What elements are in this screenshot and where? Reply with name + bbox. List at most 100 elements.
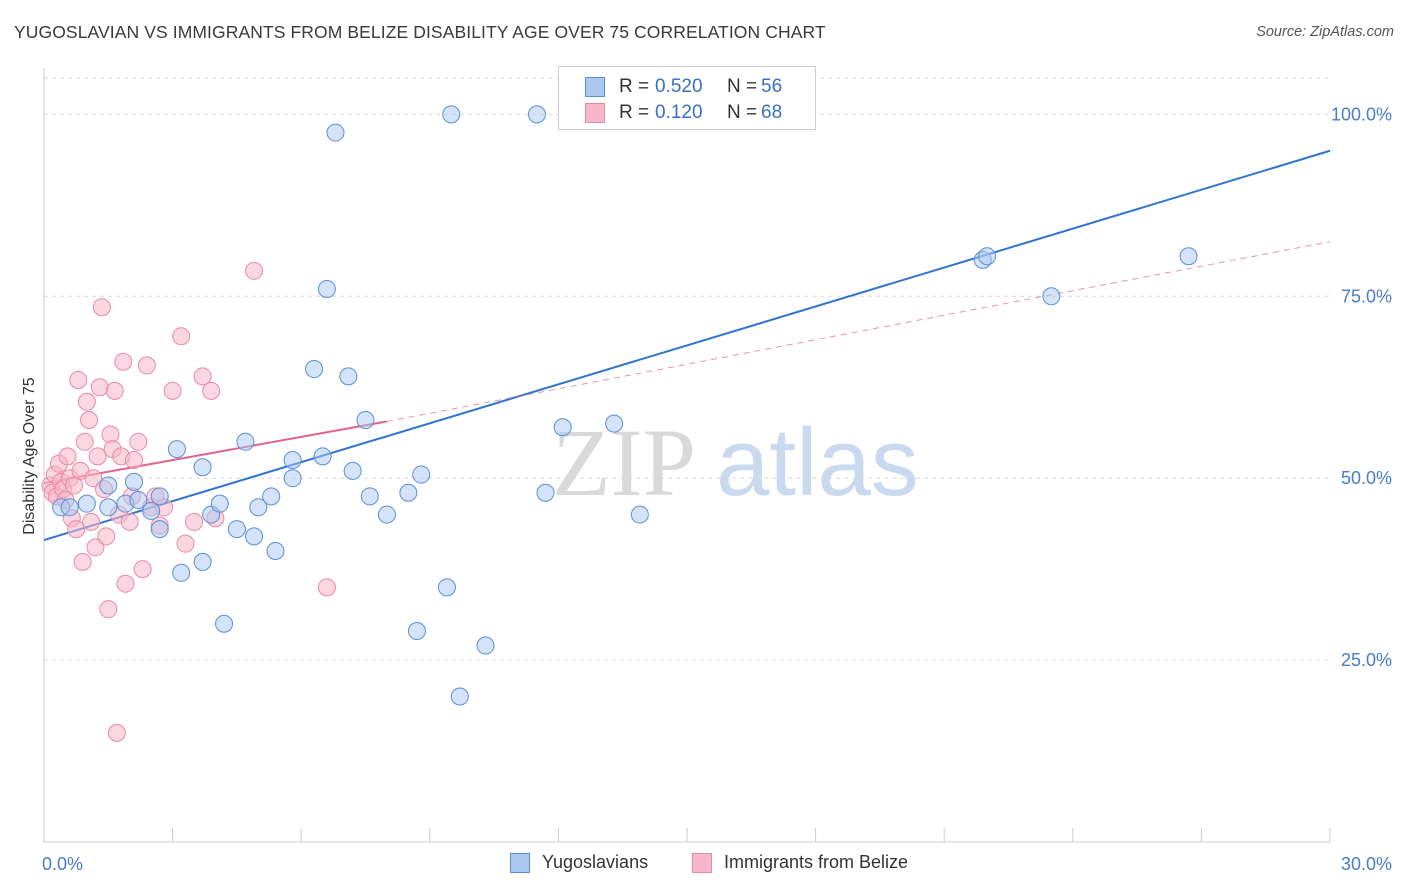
data-point-yugoslavian xyxy=(553,418,572,437)
series-name: Immigrants from Belize xyxy=(724,852,909,872)
axes xyxy=(43,68,1331,843)
data-point-belize xyxy=(176,534,195,553)
data-point-belize xyxy=(163,381,182,400)
data-point-belize xyxy=(73,552,92,571)
data-point-belize xyxy=(185,512,204,531)
series-legend-yugoslavian[interactable]: Yugoslavians xyxy=(510,852,648,873)
series-yugoslavian-points xyxy=(52,105,1198,706)
trend-lines xyxy=(43,149,1331,541)
tick-labels: 25.0% 50.0% 75.0% 100.0% 0.0% 30.0% xyxy=(42,104,1392,874)
data-point-yugoslavian xyxy=(249,498,268,517)
legend-r-label: R = xyxy=(619,76,650,97)
data-point-yugoslavian xyxy=(129,491,148,510)
data-point-yugoslavian xyxy=(125,472,144,491)
data-point-yugoslavian xyxy=(326,123,345,142)
data-point-belize xyxy=(193,367,212,386)
x-tick-label: 30.0% xyxy=(1341,854,1392,874)
legend-r-value: 0.520 xyxy=(655,76,703,97)
data-point-yugoslavian xyxy=(313,447,332,466)
data-point-belize xyxy=(99,600,118,619)
data-point-yugoslavian xyxy=(1042,287,1061,306)
watermark: ZIP atlas xyxy=(552,409,919,516)
data-point-yugoslavian xyxy=(356,410,375,429)
y-tick-label: 50.0% xyxy=(1341,468,1392,488)
series-name: Yugoslavians xyxy=(542,852,649,872)
legend-swatch-pink xyxy=(585,103,605,123)
trend-line-yugoslavian xyxy=(43,149,1331,541)
data-point-yugoslavian xyxy=(60,498,79,517)
legend-row-belize: R = 0.120 N = 68 xyxy=(585,101,782,125)
data-point-yugoslavian xyxy=(210,494,229,513)
data-point-yugoslavian xyxy=(343,461,362,480)
grid-lines xyxy=(44,77,1330,661)
data-point-belize xyxy=(86,538,105,557)
data-point-belize xyxy=(97,527,116,546)
series-swatch-blue xyxy=(510,852,530,873)
legend-n-label: N = xyxy=(727,102,758,123)
data-point-belize xyxy=(114,352,133,371)
y-tick-label: 75.0% xyxy=(1341,286,1392,306)
data-point-belize xyxy=(120,512,139,531)
data-point-yugoslavian xyxy=(978,247,997,266)
legend-n-label: N = xyxy=(727,76,758,97)
x-tick-label: 0.0% xyxy=(42,854,83,874)
data-point-yugoslavian xyxy=(536,483,555,502)
data-point-yugoslavian xyxy=(227,520,246,539)
trend-extension-belize xyxy=(386,241,1331,422)
data-point-yugoslavian xyxy=(412,465,431,484)
data-point-belize xyxy=(202,381,221,400)
data-point-yugoslavian xyxy=(193,458,212,477)
data-point-belize xyxy=(82,512,101,531)
legend-n-value: 56 xyxy=(761,76,783,97)
watermark-atlas: atlas xyxy=(716,409,919,516)
data-point-yugoslavian xyxy=(399,483,418,502)
data-point-yugoslavian xyxy=(527,105,546,124)
data-point-belize xyxy=(125,451,144,469)
data-point-yugoslavian xyxy=(99,498,118,517)
data-point-yugoslavian xyxy=(150,520,169,539)
data-point-belize xyxy=(90,378,109,397)
data-point-yugoslavian xyxy=(605,414,624,433)
chart-title: YUGOSLAVIAN VS IMMIGRANTS FROM BELIZE DI… xyxy=(14,22,826,42)
y-tick-label: 100.0% xyxy=(1331,104,1392,124)
data-point-yugoslavian xyxy=(150,487,169,506)
data-point-belize xyxy=(58,447,77,466)
data-point-yugoslavian xyxy=(476,636,495,655)
data-point-belize xyxy=(69,370,88,389)
data-point-yugoslavian xyxy=(266,541,285,560)
data-point-belize xyxy=(245,261,264,280)
data-point-belize xyxy=(80,410,99,429)
legend-n-value: 68 xyxy=(761,102,783,123)
series-legend-belize[interactable]: Immigrants from Belize xyxy=(692,852,908,873)
data-point-yugoslavian xyxy=(283,451,302,469)
data-point-belize xyxy=(137,356,156,375)
data-point-yugoslavian xyxy=(1179,247,1198,266)
data-point-yugoslavian xyxy=(450,687,469,706)
data-point-belize xyxy=(92,298,111,317)
data-point-belize xyxy=(107,723,126,742)
data-point-yugoslavian xyxy=(215,614,234,633)
data-point-belize xyxy=(84,469,103,488)
data-point-yugoslavian xyxy=(99,476,118,495)
data-point-yugoslavian xyxy=(339,367,358,386)
data-point-yugoslavian xyxy=(377,505,396,524)
watermark-zip: ZIP xyxy=(552,409,696,516)
data-point-belize xyxy=(67,520,86,539)
data-point-yugoslavian xyxy=(167,440,186,459)
data-point-belize xyxy=(77,392,96,411)
trend-line-belize xyxy=(43,420,388,485)
data-point-yugoslavian xyxy=(142,501,161,520)
data-point-yugoslavian xyxy=(245,527,264,546)
data-point-belize xyxy=(88,447,107,466)
data-point-yugoslavian xyxy=(442,105,461,124)
data-point-yugoslavian xyxy=(305,360,324,379)
data-point-yugoslavian xyxy=(193,552,212,571)
data-point-yugoslavian xyxy=(77,494,96,513)
data-point-belize xyxy=(172,327,191,346)
data-point-yugoslavian xyxy=(283,469,302,488)
data-point-yugoslavian xyxy=(317,280,336,299)
legend-row-yugoslavian: R = 0.520 N = 56 xyxy=(585,75,782,99)
data-point-belize xyxy=(133,560,152,579)
legend-swatch-blue xyxy=(585,77,605,97)
